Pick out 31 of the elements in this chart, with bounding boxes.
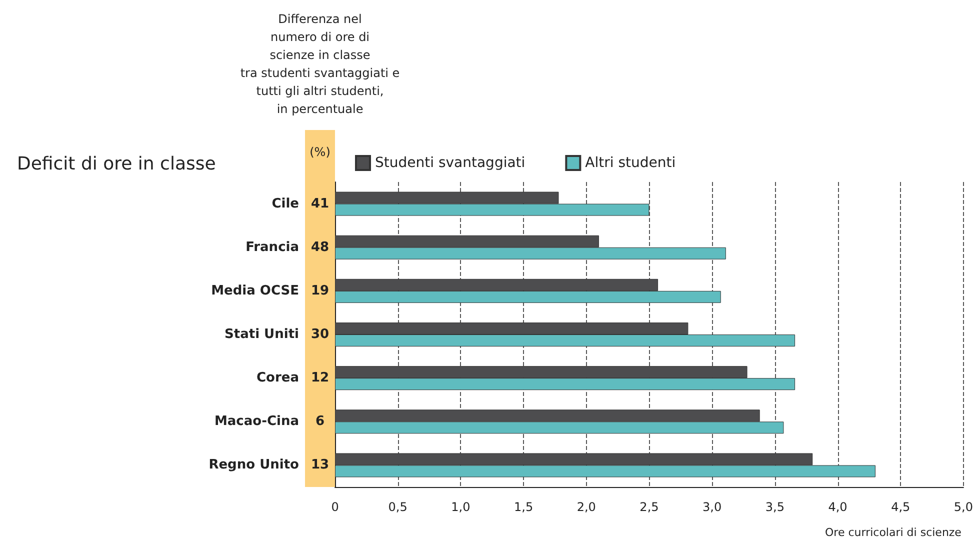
text: 12 xyxy=(310,370,330,386)
text: 48 xyxy=(310,240,330,255)
x-tick-label: 3,0 xyxy=(702,500,722,514)
x-tick-label: 1,5 xyxy=(514,500,534,514)
y-tick-label: Corea xyxy=(256,370,299,386)
legend-label: Studenti svantaggiati xyxy=(375,155,526,171)
y-tick-label: Media OCSE xyxy=(211,283,299,298)
text: (%) xyxy=(310,145,330,159)
text: Deficit di ore in classe xyxy=(17,154,216,174)
text: 13 xyxy=(310,458,330,473)
text: 41 xyxy=(310,196,330,212)
y-tick-label: Macao-Cina xyxy=(214,414,299,430)
x-axis-title: Ore curricolari di scienze xyxy=(825,526,962,539)
legend-label: Altri studenti xyxy=(585,155,676,171)
x-tick-label: 0,5 xyxy=(388,500,408,514)
x-tick-label: 3,5 xyxy=(765,500,784,514)
y-tick-label: Regno Unito xyxy=(208,458,300,473)
x-tick-label: 1,0 xyxy=(451,500,470,514)
x-tick-label: 4,0 xyxy=(828,500,848,514)
text: Differenza nel numero di ore di scienze in classe tra studenti svantaggiati e tutti gli altri studenti, in percentuale xyxy=(240,12,400,116)
x-tick-label: 0 xyxy=(331,500,339,514)
x-tick-label: 5,0 xyxy=(954,500,974,514)
x-tick-label: 2,0 xyxy=(576,500,596,514)
text: 19 xyxy=(310,283,330,298)
text: 30 xyxy=(310,327,330,342)
y-tick-label: Francia xyxy=(246,240,299,255)
text: 6 xyxy=(315,414,325,430)
x-tick-label: 2,5 xyxy=(640,500,659,514)
y-tick-label: Cile xyxy=(272,196,300,212)
y-tick-label: Stati Uniti xyxy=(224,327,299,342)
x-tick-label: 4,5 xyxy=(891,500,910,514)
